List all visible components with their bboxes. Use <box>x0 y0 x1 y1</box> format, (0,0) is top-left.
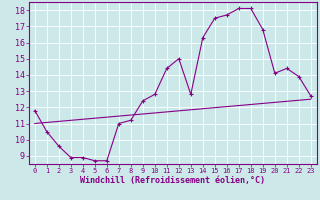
X-axis label: Windchill (Refroidissement éolien,°C): Windchill (Refroidissement éolien,°C) <box>80 176 265 185</box>
